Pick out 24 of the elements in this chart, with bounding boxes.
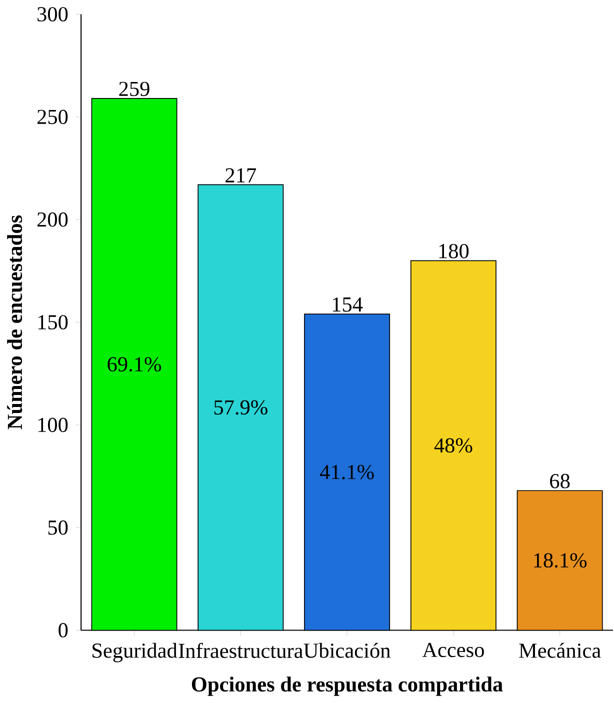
annotation: 69.1% — [108, 357, 162, 372]
data-label: 180 — [440, 244, 469, 258]
x-axis-title: Opciones de respuesta compartida — [192, 676, 504, 696]
data-label: 68 — [550, 474, 570, 488]
annotation: 57.9% — [214, 400, 268, 415]
annotation: 48% — [434, 438, 472, 453]
y-tick-label: 50 — [48, 520, 68, 535]
x-tick-label: Mecánica — [519, 642, 602, 658]
y-axis-title: Número de encuestados — [7, 215, 22, 430]
data-label: 154 — [333, 297, 363, 312]
y-tick-label: 100 — [38, 418, 68, 432]
annotation: 41.1% — [320, 464, 374, 480]
x-tick-label: Infraestructura — [179, 642, 304, 658]
y-tick-label: 250 — [38, 110, 68, 124]
x-tick-label: Seguridad — [92, 642, 178, 662]
annotation: 18.1% — [534, 553, 587, 568]
data-label: 217 — [226, 168, 256, 182]
y-tick-label: 200 — [38, 212, 68, 227]
data-label: 259 — [119, 82, 150, 96]
y-tick-label: 300 — [38, 7, 68, 22]
x-tick-label: Acceso — [422, 642, 484, 658]
y-tick-label: 150 — [38, 315, 68, 330]
y-tick-label: 0 — [58, 623, 68, 638]
x-tick-label: Ubicación — [304, 642, 391, 658]
